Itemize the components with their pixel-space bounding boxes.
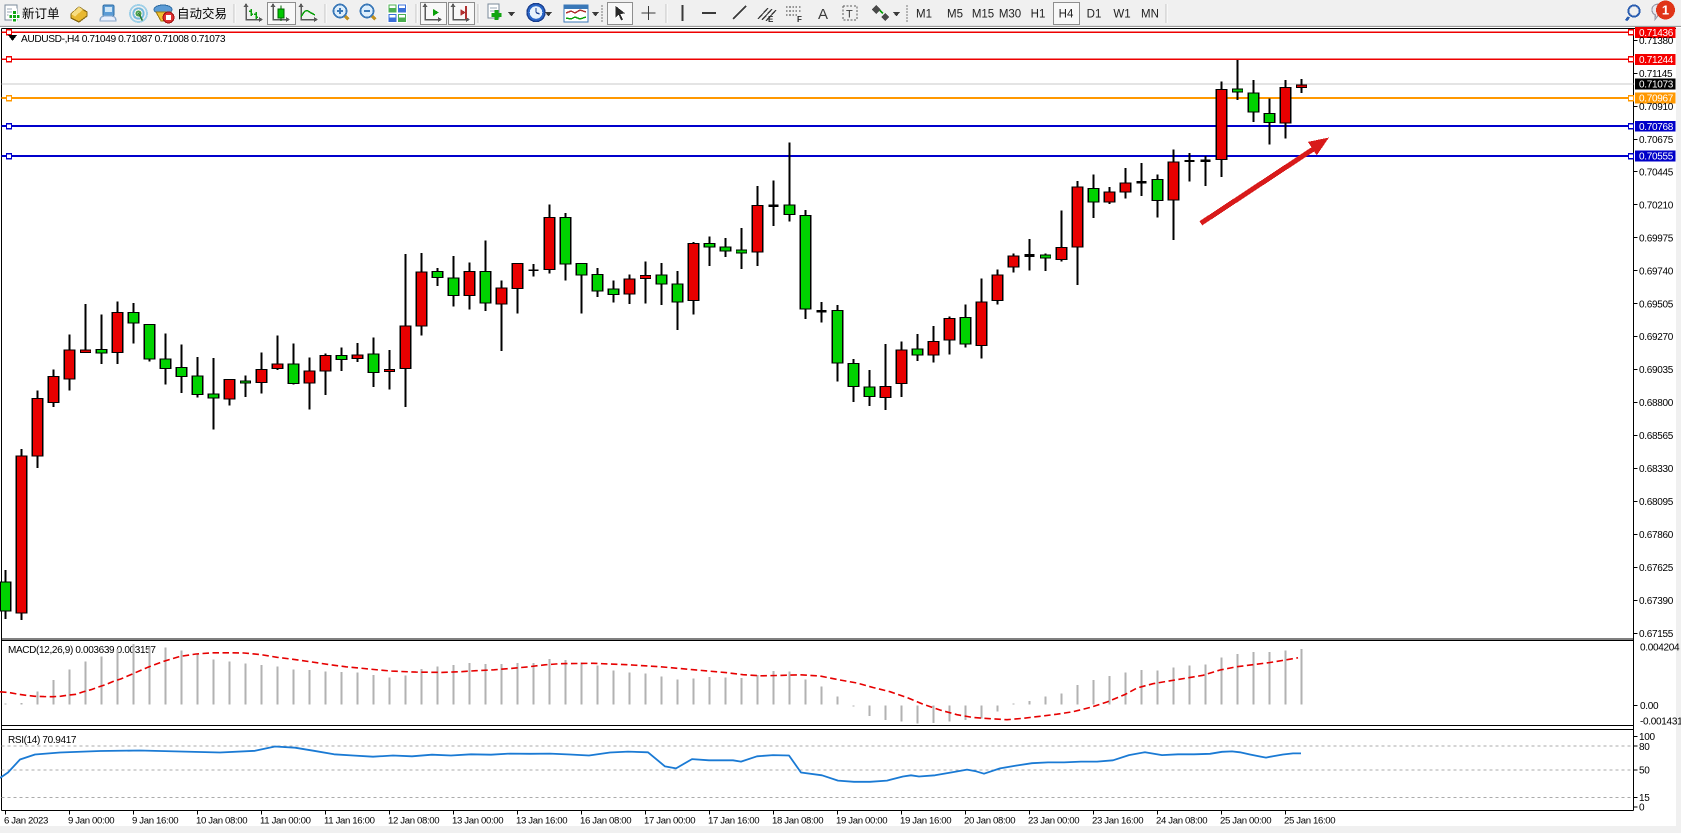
svg-text:0.67860: 0.67860	[1639, 530, 1674, 541]
svg-text:0.71244: 0.71244	[1639, 55, 1674, 66]
svg-text:0.68095: 0.68095	[1639, 497, 1674, 508]
svg-text:0.71145: 0.71145	[1639, 69, 1673, 80]
svg-text:16 Jan 08:00: 16 Jan 08:00	[580, 815, 631, 826]
svg-text:H4: H4	[1059, 9, 1074, 21]
svg-text:23 Jan 16:00: 23 Jan 16:00	[1092, 815, 1143, 826]
svg-text:0.70910: 0.70910	[1639, 102, 1674, 113]
svg-text:6 Jan 2023: 6 Jan 2023	[4, 815, 48, 826]
svg-text:M30: M30	[999, 9, 1021, 21]
svg-text:19 Jan 00:00: 19 Jan 00:00	[836, 815, 887, 826]
svg-text:11 Jan 16:00: 11 Jan 16:00	[324, 815, 375, 826]
svg-text:25 Jan 00:00: 25 Jan 00:00	[1220, 815, 1271, 826]
svg-text:0.69740: 0.69740	[1639, 266, 1674, 277]
svg-text:13 Jan 16:00: 13 Jan 16:00	[516, 815, 567, 826]
svg-text:1: 1	[1662, 3, 1669, 18]
svg-text:M15: M15	[972, 9, 994, 21]
svg-text:0.68800: 0.68800	[1639, 398, 1674, 409]
svg-text:D1: D1	[1087, 9, 1102, 21]
svg-text:MACD(12,26,9) 0.003639 0.00315: MACD(12,26,9) 0.003639 0.003157	[8, 645, 156, 656]
svg-text:80: 80	[1639, 742, 1650, 753]
svg-text:0.68330: 0.68330	[1639, 464, 1674, 475]
svg-text:12 Jan 08:00: 12 Jan 08:00	[388, 815, 439, 826]
svg-text:24 Jan 08:00: 24 Jan 08:00	[1156, 815, 1207, 826]
svg-text:0.67155: 0.67155	[1639, 629, 1674, 640]
svg-text:0.70555: 0.70555	[1639, 152, 1674, 163]
svg-text:0.70675: 0.70675	[1639, 135, 1674, 146]
svg-text:0.69975: 0.69975	[1639, 233, 1674, 244]
svg-text:9 Jan 00:00: 9 Jan 00:00	[68, 815, 114, 826]
svg-text:0.70967: 0.70967	[1639, 94, 1674, 105]
svg-text:10 Jan 08:00: 10 Jan 08:00	[196, 815, 247, 826]
svg-text:18 Jan 08:00: 18 Jan 08:00	[772, 815, 823, 826]
svg-text:9 Jan 16:00: 9 Jan 16:00	[132, 815, 178, 826]
svg-text:0.70210: 0.70210	[1639, 200, 1674, 211]
svg-text:T: T	[846, 9, 853, 21]
svg-text:0.69505: 0.69505	[1639, 299, 1674, 310]
svg-text:0.69035: 0.69035	[1639, 365, 1674, 376]
svg-text:新订单: 新订单	[22, 6, 60, 21]
svg-text:E: E	[768, 15, 774, 24]
svg-text:0.67390: 0.67390	[1639, 596, 1674, 607]
svg-text:100: 100	[1639, 732, 1656, 743]
svg-text:M1: M1	[916, 9, 932, 21]
svg-text:0.71436: 0.71436	[1639, 28, 1674, 39]
svg-text:MN: MN	[1141, 9, 1159, 21]
svg-text:11 Jan 00:00: 11 Jan 00:00	[260, 815, 311, 826]
svg-text:0.71380: 0.71380	[1639, 36, 1674, 47]
svg-text:RSI(14) 70.9417: RSI(14) 70.9417	[8, 735, 77, 746]
svg-text:0.004204: 0.004204	[1640, 643, 1680, 654]
svg-text:0.70768: 0.70768	[1639, 122, 1674, 133]
svg-text:0.00: 0.00	[1640, 701, 1659, 712]
svg-text:A: A	[818, 6, 828, 23]
svg-text:50: 50	[1639, 766, 1650, 777]
svg-text:0.69270: 0.69270	[1639, 332, 1674, 343]
svg-text:F: F	[797, 15, 802, 24]
svg-text:17 Jan 00:00: 17 Jan 00:00	[644, 815, 695, 826]
svg-text:AUDUSD-,H4 0.71049 0.71087 0.: AUDUSD-,H4 0.71049 0.71087 0.71008 0.710…	[21, 34, 226, 45]
svg-text:0.68565: 0.68565	[1639, 431, 1674, 442]
svg-text:13 Jan 00:00: 13 Jan 00:00	[452, 815, 503, 826]
svg-text:M5: M5	[947, 9, 963, 21]
svg-text:W1: W1	[1113, 9, 1130, 21]
svg-text:H1: H1	[1031, 9, 1046, 21]
svg-text:15: 15	[1639, 793, 1650, 804]
svg-text:-0.001431: -0.001431	[1640, 716, 1681, 727]
svg-text:20 Jan 08:00: 20 Jan 08:00	[964, 815, 1015, 826]
svg-text:自动交易: 自动交易	[177, 6, 227, 21]
svg-text:17 Jan 16:00: 17 Jan 16:00	[708, 815, 759, 826]
svg-text:0.67625: 0.67625	[1639, 563, 1674, 574]
svg-text:0.71073: 0.71073	[1639, 80, 1674, 91]
svg-text:23 Jan 00:00: 23 Jan 00:00	[1028, 815, 1079, 826]
svg-text:0.70445: 0.70445	[1639, 167, 1674, 178]
svg-text:25 Jan 16:00: 25 Jan 16:00	[1284, 815, 1335, 826]
svg-text:0: 0	[1639, 802, 1645, 813]
svg-text:19 Jan 16:00: 19 Jan 16:00	[900, 815, 951, 826]
